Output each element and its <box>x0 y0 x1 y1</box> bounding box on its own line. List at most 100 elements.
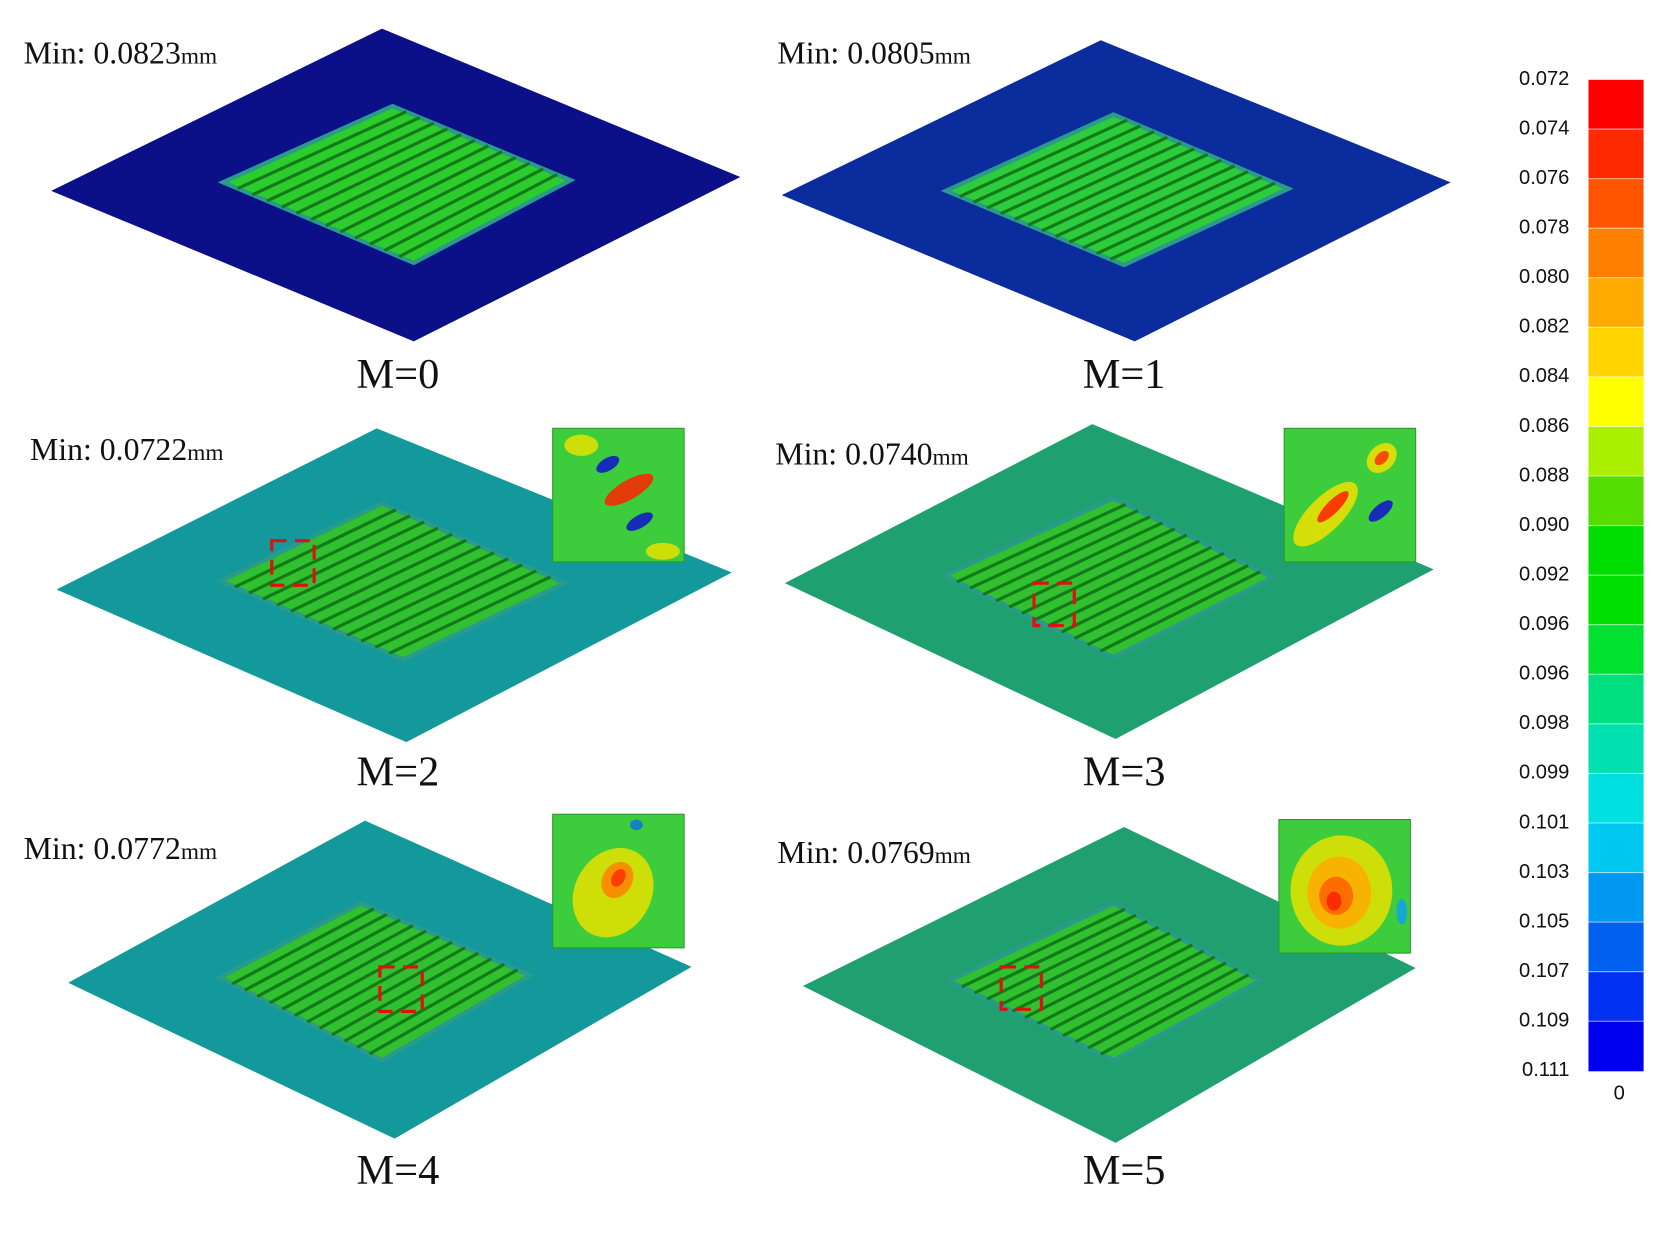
colorbar-label: 0.082 <box>1519 316 1569 338</box>
track-line <box>368 968 519 1056</box>
colorbar-label: 0.078 <box>1519 217 1569 239</box>
inset-spot <box>630 819 643 831</box>
colorbar-segment <box>1588 376 1644 427</box>
colorbar-segment <box>1588 674 1644 725</box>
colorbar-label: 0.096 <box>1519 663 1569 685</box>
track-line <box>243 912 388 992</box>
track-line <box>290 532 453 613</box>
min-label: Min: 0.0805mm <box>777 36 971 71</box>
track-line <box>346 557 509 637</box>
inset-spot <box>1326 891 1342 911</box>
inset-spot <box>1368 500 1393 522</box>
inset-spot <box>645 542 680 560</box>
track-line <box>959 118 1128 198</box>
track-line <box>318 544 481 625</box>
track-line <box>972 124 1142 204</box>
colorbar-label: 0.103 <box>1519 861 1569 883</box>
track-line <box>1100 973 1250 1056</box>
track-line <box>281 929 427 1011</box>
printed-area <box>215 900 536 1063</box>
printed-area <box>940 112 1294 268</box>
panel: Min: 0.0823mm M=0 <box>24 28 741 398</box>
track-line <box>360 563 523 643</box>
track-line <box>293 935 440 1018</box>
track-line <box>339 150 503 234</box>
track-line <box>1054 158 1222 238</box>
colorbar-segment <box>1588 872 1644 923</box>
track-line <box>251 115 421 197</box>
colorbar-segment <box>1588 624 1644 675</box>
track-line <box>332 551 495 631</box>
track-line <box>248 514 411 595</box>
colorbar-label: 0.096 <box>1519 613 1569 635</box>
track-line <box>1041 153 1209 233</box>
min-value: Min: 0.0722 <box>30 432 187 467</box>
track-line <box>999 925 1160 1007</box>
min-label: Min: 0.0769mm <box>777 835 971 870</box>
colorbar-label: 0.099 <box>1519 762 1569 784</box>
zoom-box <box>270 539 316 587</box>
track-line <box>1073 558 1237 640</box>
min-label: Min: 0.0722mm <box>30 432 224 467</box>
track-line <box>1068 164 1236 244</box>
min-value: Min: 0.0823 <box>24 36 181 71</box>
panel-label: M=3 <box>1083 749 1166 796</box>
track-line <box>1087 967 1239 1050</box>
track-line <box>318 946 466 1030</box>
printed-area <box>944 900 1265 1063</box>
track-line <box>1021 533 1188 615</box>
track-line <box>388 575 551 655</box>
colorbar-segment <box>1588 178 1644 229</box>
track-line <box>1034 539 1200 622</box>
colorbar-label: 0.086 <box>1519 415 1569 437</box>
min-unit: mm <box>933 444 969 470</box>
colorbar-label: 0.101 <box>1519 811 1569 833</box>
track-line <box>383 167 545 252</box>
colorbar-label: 0.098 <box>1519 712 1569 734</box>
track-line <box>986 919 1148 1001</box>
track-line <box>956 502 1127 584</box>
track-line <box>331 951 479 1037</box>
colorbar-segment <box>1588 525 1644 576</box>
track-line <box>276 526 439 607</box>
min-value: Min: 0.0740 <box>775 436 932 471</box>
track-line <box>1099 570 1262 653</box>
colorbar-label: 0.074 <box>1519 117 1569 139</box>
track-line <box>343 957 493 1043</box>
track-line <box>306 940 453 1024</box>
min-unit: mm <box>935 44 971 70</box>
colorbar-label: 0.092 <box>1519 563 1569 585</box>
zoom-box <box>378 965 424 1014</box>
colorbar-segment <box>1588 773 1644 824</box>
min-unit: mm <box>181 44 217 70</box>
track-line <box>231 907 375 986</box>
colorbar-label: 0.084 <box>1519 365 1569 387</box>
colorbar-segment <box>1588 277 1644 328</box>
track-line <box>354 155 517 240</box>
colorbar-label: 0.076 <box>1519 167 1569 189</box>
colorbar-label: 0.109 <box>1519 1010 1569 1032</box>
track-line <box>1024 937 1182 1019</box>
panel-label: M=1 <box>1083 351 1166 398</box>
track-line <box>356 962 506 1049</box>
inset-spot <box>626 512 653 531</box>
track-line <box>1082 170 1249 250</box>
min-unit: mm <box>187 440 223 466</box>
track-line <box>1036 943 1194 1025</box>
track-line <box>995 521 1164 603</box>
track-line <box>1096 175 1263 256</box>
colorbar-label: 0.088 <box>1519 464 1569 486</box>
min-unit: mm <box>935 843 971 869</box>
panel: Min: 0.0722mm M=2 <box>30 427 732 796</box>
panel: Min: 0.0740mm M=3 <box>775 424 1434 796</box>
track-line <box>1086 564 1249 647</box>
zoom-box <box>999 965 1044 1011</box>
inset-spot <box>604 473 654 506</box>
panel: Min: 0.0769mm M=5 <box>777 818 1416 1194</box>
colorbar-segment <box>1588 822 1644 874</box>
track-line <box>1008 527 1176 609</box>
printed-area <box>938 495 1278 660</box>
min-value: Min: 0.0769 <box>777 835 934 870</box>
